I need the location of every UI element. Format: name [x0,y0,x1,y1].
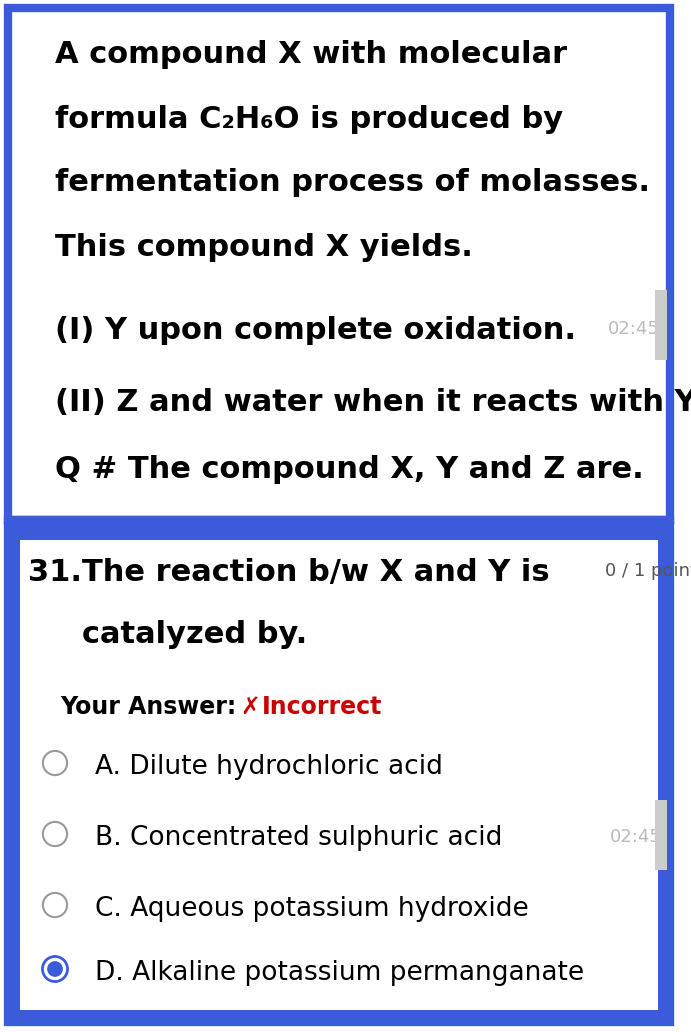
Text: ✗: ✗ [240,695,260,719]
Circle shape [41,956,68,982]
Bar [8,527,670,1022]
Text: A compound X with molecular: A compound X with molecular [55,40,567,69]
Text: formula C₂H₆O is produced by: formula C₂H₆O is produced by [55,105,563,134]
Text: The reaction b/w X and Y is: The reaction b/w X and Y is [82,558,549,587]
Bar [8,8,670,520]
Text: Your Answer:: Your Answer: [60,695,236,719]
Text: Q # The compound X, Y and Z are.: Q # The compound X, Y and Z are. [55,455,644,484]
Text: 02:45: 02:45 [610,828,662,846]
Text: catalyzed by.: catalyzed by. [82,620,307,649]
Text: 31.: 31. [28,558,82,587]
Text: Incorrect: Incorrect [262,695,382,719]
Text: A. Dilute hydrochloric acid: A. Dilute hydrochloric acid [95,754,443,780]
Text: (I) Y upon complete oxidation.: (I) Y upon complete oxidation. [55,316,576,345]
Bar [20,540,658,1010]
Text: 02:45: 02:45 [608,320,660,338]
Text: 0 / 1 point: 0 / 1 point [605,562,691,580]
Text: D. Alkaline potassium permanganate: D. Alkaline potassium permanganate [95,960,584,986]
Text: fermentation process of molasses.: fermentation process of molasses. [55,168,650,197]
Text: B. Concentrated sulphuric acid: B. Concentrated sulphuric acid [95,825,502,851]
Text: This compound X yields.: This compound X yields. [55,233,473,262]
Circle shape [44,959,66,979]
Circle shape [48,962,62,976]
Bar [655,290,667,360]
Text: C. Aqueous potassium hydroxide: C. Aqueous potassium hydroxide [95,896,529,922]
Bar [655,800,667,870]
Text: (II) Z and water when it reacts with Y.: (II) Z and water when it reacts with Y. [55,388,691,417]
